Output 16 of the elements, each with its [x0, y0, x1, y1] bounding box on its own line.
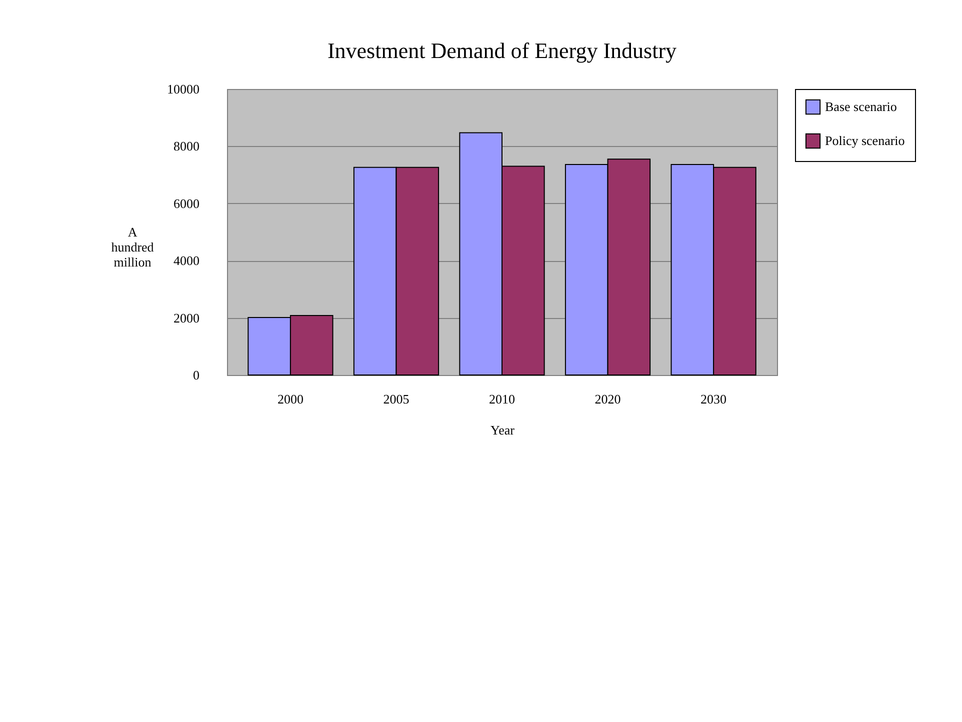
y-tick-label: 8000 [174, 138, 200, 154]
y-tick-label: 4000 [174, 253, 200, 268]
y-tick-label: 0 [193, 368, 200, 382]
y-tick-label: 10000 [167, 82, 200, 96]
x-tick-label: 2010 [489, 392, 515, 406]
y-tick-label: 2000 [174, 310, 200, 326]
y-axis-title: A hundred million [111, 224, 154, 270]
chart-title: Investment Demand of Energy Industry [327, 38, 677, 63]
legend-label: Policy scenario [825, 133, 905, 148]
x-axis-title: Year [490, 422, 516, 438]
x-tick-label: 2000 [277, 392, 304, 406]
y-tick-label: 6000 [174, 196, 200, 211]
x-tick-label: 2030 [700, 392, 727, 406]
x-tick-label: 2020 [594, 392, 621, 406]
x-tick-label: 2005 [383, 392, 410, 406]
legend-label: Base scenario [825, 99, 897, 114]
